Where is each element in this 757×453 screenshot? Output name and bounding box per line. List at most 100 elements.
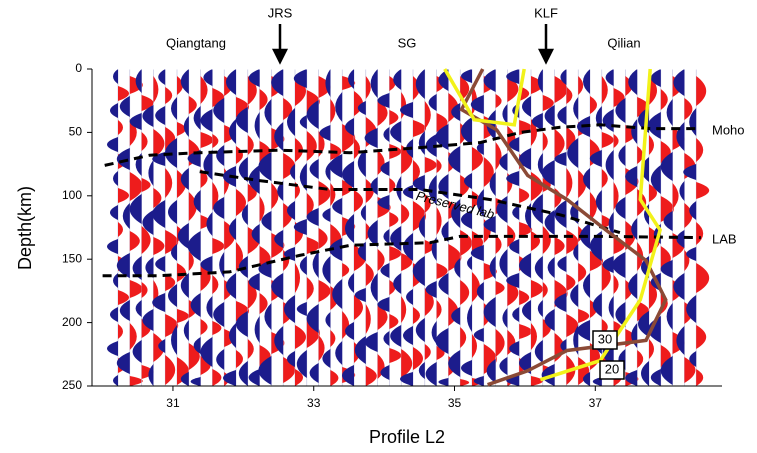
wiggle-lobe [107,137,118,152]
wiggle-lobe [171,97,177,120]
wiggle-lobe [357,149,366,177]
wiggle-lobe [312,251,319,278]
wiggle-lobe [135,69,142,93]
wiggle-lobe [470,95,484,114]
wiggle-lobe [365,263,374,286]
wiggle-lobe [428,94,437,111]
wiggle-lobe [649,135,654,155]
wiggle-lobe [560,339,567,353]
wiggle-lobe [377,297,390,312]
wiggle-lobe [454,258,461,278]
wiggle-lobe [628,273,638,299]
wiggle-lobe [601,215,611,229]
wiggle-lobe [118,120,123,135]
wiggle-lobe [165,274,176,291]
wiggle-lobe [290,164,295,180]
wiggle-lobe [132,256,142,280]
wiggle-lobe [557,106,567,125]
wiggle-lobe [306,208,319,226]
wiggle-lobe [330,370,339,386]
wiggle-lobe [686,295,697,323]
wiggle-lobe [461,117,472,145]
wiggle-lobe [436,263,448,279]
wiggle-lobe [118,188,129,203]
wiggle-lobe [542,282,548,298]
wiggle-lobe [534,340,543,363]
wiggle-lobe [436,207,442,235]
wiggle-lobe [684,98,693,120]
wiggle-lobe [287,201,295,220]
wiggle-lobe [696,182,710,199]
wiggle-lobe [389,246,402,261]
wiggle-lobe [370,69,378,98]
wiggle-lobe [418,362,425,379]
contour-label-box [599,360,625,380]
wiggle-lobe [383,229,390,244]
wiggle-lobe [534,256,543,280]
wiggle-lobe [389,110,399,125]
wiggle-lobe [271,69,284,96]
wiggle-lobe [153,76,159,103]
wiggle-lobe [660,260,673,278]
wiggle-lobe [436,159,442,173]
wiggle-lobe [277,181,284,201]
wiggle-lobe [107,239,118,254]
wiggle-lobe [467,304,472,332]
wiggle-lobe [238,157,248,182]
wiggle-lobe [251,224,260,244]
wiggle-lobe [145,257,154,278]
wiggle-lobe [219,252,225,278]
wiggle-lobe [602,256,614,273]
wiggle-lobe [299,115,307,129]
wiggle-lobe [110,307,118,322]
wiggle-lobe [236,350,243,368]
wiggle-lobe [177,263,186,282]
wiggle-lobe [365,304,371,334]
wiggle-lobe [238,256,248,278]
wiggle-lobe [436,300,442,319]
wiggle-lobe [483,69,496,92]
wiggle-lobe [544,210,555,235]
wiggle-lobe [241,204,248,225]
annotation: JRS [268,5,293,20]
wiggle-lobe [650,69,661,87]
wiggle-lobe [460,230,473,256]
wiggle-lobe [673,273,685,300]
wiggle-lobe [254,316,260,343]
wiggle-lobe [461,210,472,229]
wiggle-lobe [200,256,213,273]
wiggle-lobe [306,100,319,129]
wiggle-lobe [537,69,543,93]
wiggle-lobe [612,252,626,278]
wiggle-lobe [119,96,130,117]
wiggle-lobe [299,163,307,191]
wiggle-lobe [152,293,166,312]
wiggle-lobe [512,307,520,322]
wiggle-lobe [193,106,201,130]
wiggle-lobe [187,231,201,261]
wiggle-lobe [628,69,638,95]
wiggle-lobe [259,196,265,222]
wiggle-lobe [660,152,673,181]
wiggle-lobe [322,208,331,222]
wiggle-lobe [153,237,165,255]
wiggle-lobe [483,216,496,233]
wiggle-lobe [171,325,177,355]
y-tick-label: 50 [69,125,83,139]
wiggle-lobe [424,194,431,213]
wiggle-lobe [364,332,378,352]
wiggle-lobe [295,369,303,386]
wiggle-lobe [318,335,325,361]
wiggle-lobe [425,281,437,298]
wiggle-lobe [460,327,467,348]
wiggle-lobe [247,135,254,155]
wiggle-lobe [118,290,129,305]
wiggle-lobe [401,204,410,224]
wiggle-lobe [345,118,354,136]
wiggle-lobe [322,256,331,284]
wiggle-lobe [425,362,437,386]
wiggle-lobe [608,296,614,319]
wiggle-lobe [357,101,366,115]
wiggle-lobe [306,237,320,254]
wiggle-lobe [448,146,461,173]
